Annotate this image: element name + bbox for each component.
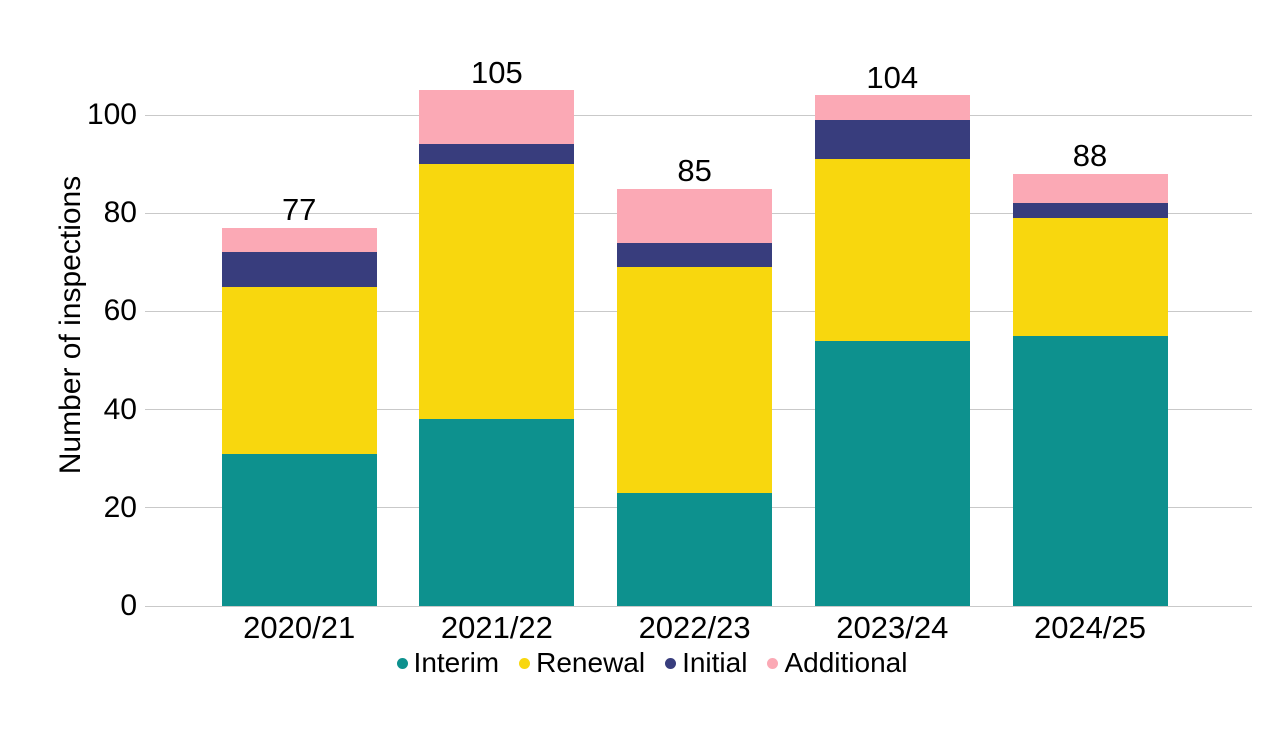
legend-item-renewal[interactable]: Renewal <box>519 649 645 677</box>
bar-segment-initial-2023-24[interactable] <box>814 119 970 160</box>
x-axis-tick-label: 2020/21 <box>243 610 356 645</box>
legend-dot <box>767 657 779 669</box>
legend-label: Additional <box>784 647 908 678</box>
y-axis-tick-label: 80 <box>103 196 137 230</box>
bar-segment-renewal-2023-24[interactable] <box>814 159 970 341</box>
legend: Interim Renewal Initial Additional <box>24 649 1280 677</box>
legend-dot <box>665 657 677 669</box>
legend-label: Renewal <box>536 647 646 678</box>
bar-segment-additional-2023-24[interactable] <box>814 95 970 120</box>
bar-total-label: 85 <box>677 153 712 189</box>
bar-segment-interim-2024-25[interactable] <box>1012 335 1168 606</box>
legend-label: Initial <box>682 647 748 678</box>
bar-segment-interim-2021-22[interactable] <box>419 419 575 606</box>
legend-item-initial[interactable]: Initial <box>665 649 747 677</box>
bar-total-label: 88 <box>1072 138 1108 174</box>
y-axis-tick-label: 0 <box>120 589 137 622</box>
y-axis-tick-label: 60 <box>103 294 137 328</box>
gridline-0 <box>145 605 1252 607</box>
y-axis-tick-label: 100 <box>86 98 137 131</box>
legend-dot <box>519 657 531 669</box>
bar-segment-renewal-2024-25[interactable] <box>1012 218 1168 336</box>
bar-segment-additional-2020-21[interactable] <box>221 227 377 253</box>
legend-dot <box>396 657 408 669</box>
bar-segment-additional-2024-25[interactable] <box>1012 173 1168 204</box>
bar-segment-interim-2022-23[interactable] <box>617 493 773 606</box>
x-axis-tick-label: 2022/23 <box>638 610 751 645</box>
bar-segment-initial-2024-25[interactable] <box>1012 203 1168 219</box>
legend-label: Interim <box>413 647 500 678</box>
x-axis-tick-label: 2023/24 <box>836 610 949 645</box>
bar-segment-initial-2020-21[interactable] <box>221 252 377 287</box>
x-axis-tick-label: 2021/22 <box>440 610 553 645</box>
y-axis-tick-label: 20 <box>103 490 137 524</box>
bar-segment-initial-2022-23[interactable] <box>617 242 773 268</box>
bar-segment-renewal-2021-22[interactable] <box>419 164 575 420</box>
legend-item-interim[interactable]: Interim <box>396 647 500 678</box>
bar-segment-interim-2023-24[interactable] <box>814 340 970 606</box>
bar-segment-additional-2022-23[interactable] <box>617 188 773 243</box>
gridline-100 <box>145 114 1252 116</box>
legend-item-additional[interactable]: Additional <box>767 649 907 677</box>
bar-total-label: 104 <box>866 59 919 95</box>
bar-total-label: 77 <box>281 192 317 228</box>
bar-segment-renewal-2020-21[interactable] <box>221 286 377 454</box>
bar-segment-initial-2021-22[interactable] <box>419 144 575 165</box>
bar-segment-renewal-2022-23[interactable] <box>617 267 773 494</box>
y-axis-tick-label: 40 <box>103 392 137 426</box>
x-axis-tick-label: 2024/25 <box>1033 610 1147 645</box>
bar-segment-additional-2021-22[interactable] <box>419 90 575 145</box>
bar-segment-interim-2020-21[interactable] <box>221 453 377 606</box>
bar-total-label: 105 <box>471 54 523 90</box>
